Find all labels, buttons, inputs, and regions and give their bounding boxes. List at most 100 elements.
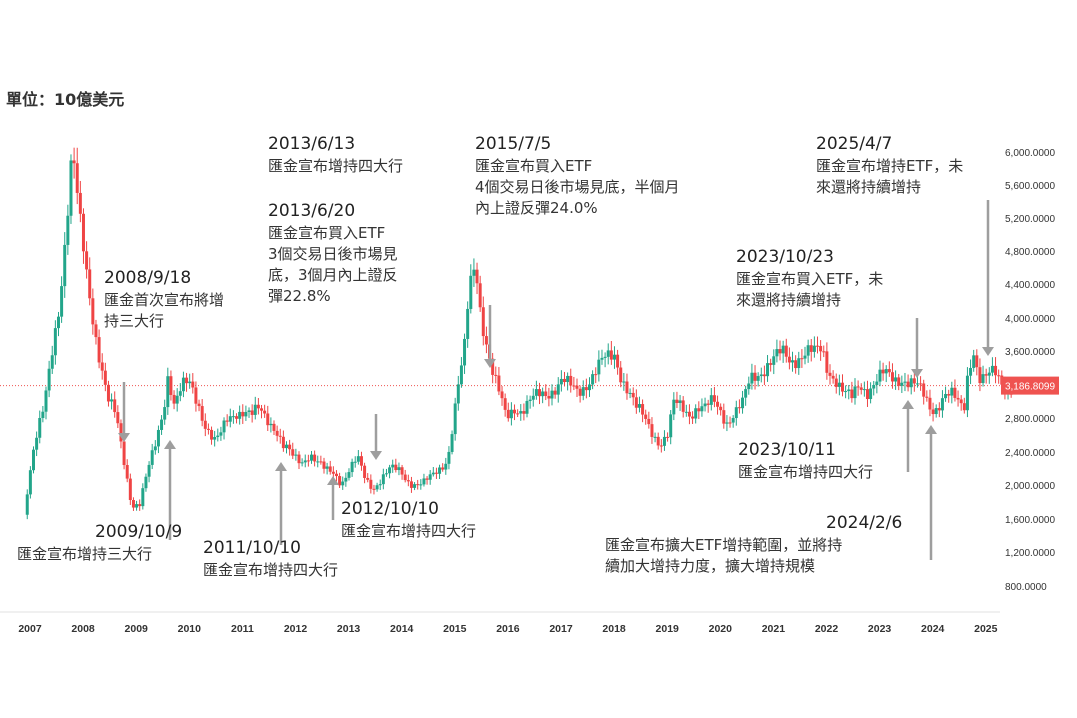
candle-body [119, 423, 123, 442]
candle-body [662, 436, 666, 446]
candle-body [325, 466, 329, 469]
annotation-date: 2024/2/6 [826, 513, 902, 533]
candle-body [903, 381, 907, 383]
y-tick-label: 1,200.0000 [1005, 548, 1055, 559]
candle-body [306, 460, 310, 462]
candle-body [469, 275, 473, 309]
candle-body [825, 351, 829, 373]
candle-body [275, 430, 279, 436]
candle-body [597, 359, 601, 375]
annotation-text: 匯金宣布買入ETF [475, 157, 592, 175]
candle-body [341, 481, 345, 486]
candle-body [697, 408, 701, 412]
candle-body [703, 403, 707, 407]
candle-body [722, 410, 726, 424]
candle-body [478, 283, 482, 308]
candle-body [947, 393, 951, 396]
candle-body [969, 367, 973, 376]
candle-body [253, 404, 257, 415]
annotation-date: 2009/10/9 [95, 522, 182, 542]
annotation-text: 匯金宣布增持四大行 [738, 463, 873, 481]
annotation-text: 底，3個月內上證反 [268, 266, 398, 284]
candle-body [47, 368, 51, 391]
candle-body [303, 460, 307, 463]
candle-body [185, 377, 189, 384]
y-tick-label: 3,600.0000 [1005, 347, 1055, 358]
candle-body [272, 423, 276, 431]
candles-group [25, 147, 1013, 520]
candle-body [384, 473, 388, 475]
candle-body [678, 400, 682, 403]
candle-body [534, 389, 538, 396]
candle-body [931, 409, 935, 415]
candle-body [197, 403, 201, 407]
candle-body [434, 472, 438, 474]
candle-body [872, 384, 876, 389]
candle-body [278, 435, 282, 437]
candle-body [285, 444, 289, 449]
candle-body [122, 441, 126, 466]
candle-body [241, 411, 245, 417]
candle-body [675, 399, 679, 403]
candle-body [378, 484, 382, 486]
candle-body [297, 454, 301, 464]
candle-body [397, 467, 401, 471]
candle-body [41, 411, 45, 418]
candle-body [731, 418, 735, 423]
candle-body [525, 400, 529, 414]
candle-body [153, 446, 157, 451]
candle-body [603, 356, 607, 358]
candle-body [388, 467, 392, 474]
candle-body [647, 418, 651, 425]
candle-body [706, 403, 710, 405]
candle-body [391, 464, 395, 468]
candle-body [116, 412, 120, 424]
candle-body [216, 435, 220, 438]
candle-body [915, 383, 919, 385]
candle-body [981, 374, 985, 384]
candle-body [188, 381, 192, 384]
x-tick-label: 2009 [125, 623, 149, 635]
annotation: 2015/7/5 匯金宣布買入ETF 4個交易日後市場見底，半個月內上證反彈24.0… [475, 134, 680, 217]
annotation-text: 匯金宣布增持四大行 [268, 157, 403, 175]
candle-body [353, 461, 357, 463]
candle-body [881, 369, 885, 374]
y-tick-label: 2,800.0000 [1005, 414, 1055, 425]
candle-body [406, 480, 410, 482]
candle-body [266, 413, 270, 426]
candle-body [194, 387, 198, 404]
annotation-arrow [164, 440, 176, 540]
candle-body [766, 363, 770, 377]
annotation-text: 匯金宣布增持三大行 [17, 545, 152, 563]
x-tick-label: 2025 [974, 623, 998, 635]
annotation-date: 2025/4/7 [816, 134, 892, 154]
candle-body [806, 345, 810, 356]
candle-body [791, 360, 795, 363]
candle-body [656, 436, 660, 446]
candle-body [687, 411, 691, 417]
x-tick-label: 2011 [231, 623, 254, 635]
annotation-date: 2008/9/18 [104, 268, 191, 288]
candle-body [419, 484, 423, 486]
candle-body [250, 410, 254, 415]
candle-body [172, 394, 176, 404]
candle-body [812, 345, 816, 352]
candle-body [691, 416, 695, 419]
annotation-date: 2013/6/20 [268, 201, 355, 221]
candle-body [641, 404, 645, 415]
annotation-arrow [902, 400, 914, 472]
candle-body [366, 477, 370, 480]
candle-body [625, 381, 629, 394]
candle-body [56, 316, 60, 329]
annotation-arrow [911, 318, 923, 378]
candle-body [463, 338, 467, 366]
annotation: 2011/10/10 匯金宣布增持四大行 [203, 538, 338, 579]
candle-body [559, 378, 563, 385]
candle-body [550, 390, 554, 399]
candle-body [69, 160, 73, 216]
candle-body [156, 429, 160, 447]
candle-body [191, 381, 195, 388]
candle-body [544, 391, 548, 397]
candle-body [859, 387, 863, 390]
